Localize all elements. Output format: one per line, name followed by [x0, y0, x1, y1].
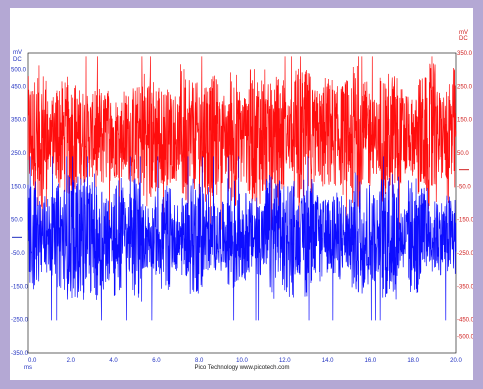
left-tick-label: -150.0 [11, 284, 29, 290]
right-tick-label: -50.0 [457, 184, 471, 190]
left-axis-ticks: 500.0 450.0 350.0 250.0 150.0 50.0 -50.0 -150.0… [11, 68, 29, 357]
x-axis-ticks: 0.0 2.0 4.0 6.0 8.0 10.0 12.0 14.0 16.0 18.0 20.0 [28, 358, 462, 364]
trace-red [27, 56, 457, 230]
x-tick-label: 18.0 [407, 358, 419, 364]
trace-blue [27, 156, 457, 321]
x-tick-label: 12.0 [279, 358, 291, 364]
x-tick-label: 14.0 [322, 358, 334, 364]
left-tick-label: 450.0 [11, 84, 27, 90]
right-tick-label: 350.0 [457, 51, 473, 57]
x-tick-label: 6.0 [152, 358, 161, 364]
right-unit-mv: mV [459, 30, 468, 36]
scope-frame: mV DC mV DC 500.0 450.0 350.0 250.0 150.0 50.0-… [10, 8, 473, 380]
left-tick-label: 150.0 [11, 184, 27, 190]
x-tick-label: 20.0 [450, 358, 462, 364]
right-tick-label: 150.0 [457, 118, 473, 124]
right-tick-label: -500.0 [457, 334, 473, 340]
left-tick-label: -350.0 [11, 351, 29, 357]
right-tick-label: -250.0 [457, 251, 473, 257]
x-tick-label: 8.0 [195, 358, 204, 364]
left-tick-label: 50.0 [11, 218, 23, 224]
right-tick-label: -350.0 [457, 284, 473, 290]
left-tick-label: -50.0 [11, 251, 25, 257]
left-unit-dc: DC [13, 57, 22, 63]
right-tick-label: -150.0 [457, 218, 473, 224]
x-tick-label: 4.0 [109, 358, 118, 364]
x-tick-label: 2.0 [67, 358, 76, 364]
right-unit-dc: DC [459, 36, 468, 42]
left-tick-label: 350.0 [11, 118, 27, 124]
x-axis-unit: ms [24, 365, 32, 371]
right-tick-label: 50.0 [457, 151, 469, 157]
right-axis-ticks: 350.0 250.0 150.0 50.0 -50.0 -150.0 -250.0 -350… [457, 51, 473, 340]
traces [27, 56, 457, 321]
footer-credit: Pico Technology www.picotech.com [195, 365, 290, 371]
x-tick-label: 0.0 [28, 358, 37, 364]
left-unit-mv: mV [13, 50, 22, 56]
left-tick-label: 500.0 [11, 68, 27, 74]
right-tick-label: 250.0 [457, 84, 473, 90]
right-tick-label: -450.0 [457, 318, 473, 324]
x-tick-label: 16.0 [365, 358, 377, 364]
x-tick-label: 10.0 [236, 358, 248, 364]
left-tick-label: 250.0 [11, 151, 27, 157]
left-tick-label: -250.0 [11, 318, 29, 324]
